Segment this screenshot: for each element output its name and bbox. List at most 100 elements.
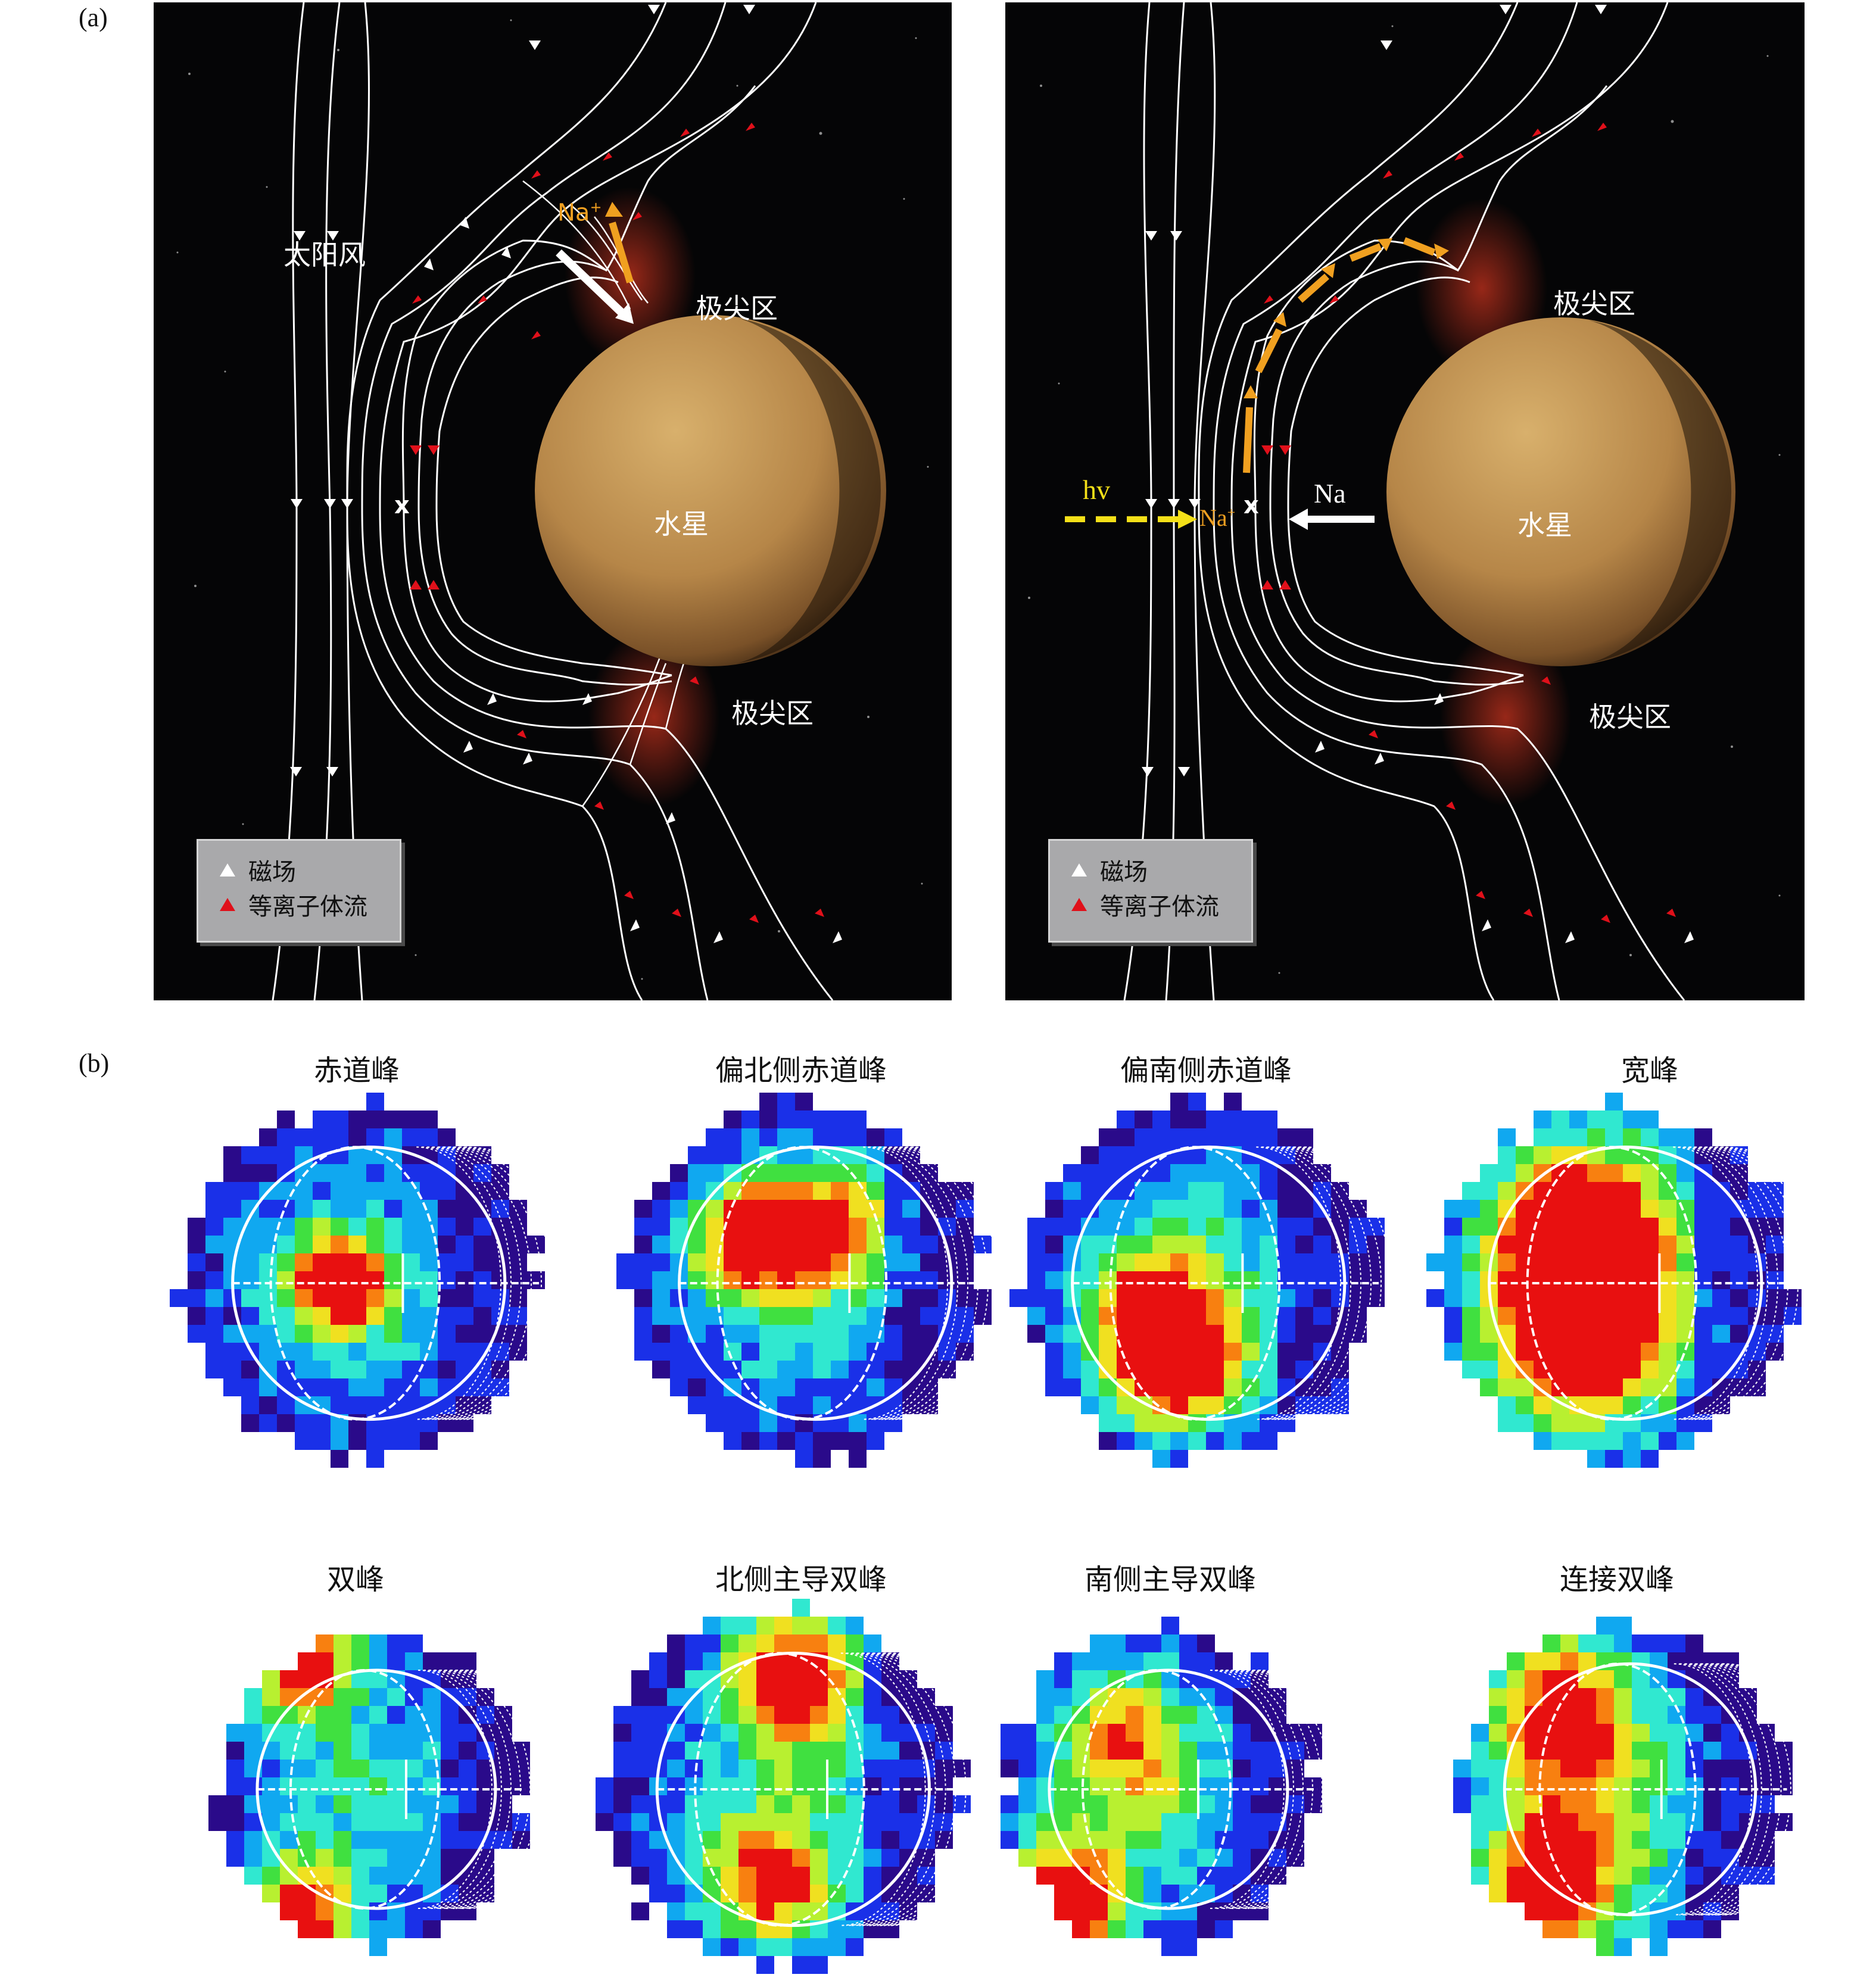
map-pixel — [884, 1325, 902, 1343]
map-pixel — [405, 1724, 423, 1742]
map-pixel — [1099, 1218, 1117, 1236]
map-pixel — [1703, 1920, 1721, 1938]
map-pixel — [387, 1742, 405, 1760]
map-pixel — [1641, 1128, 1659, 1146]
map-pixel — [1126, 1760, 1143, 1777]
map-pixel — [369, 1652, 387, 1670]
map-pixel — [721, 1724, 738, 1742]
map-pixel — [1623, 1253, 1641, 1271]
map-title-5: 双峰 — [326, 1563, 384, 1596]
map-pixel — [1108, 1849, 1126, 1867]
planet-label-left: 水星 — [654, 508, 709, 540]
map-pixel — [1578, 1742, 1596, 1760]
map-pixel — [1295, 1128, 1313, 1146]
map-pixel — [1001, 1795, 1018, 1813]
map-pixel — [188, 1289, 205, 1307]
map-pixel — [456, 1271, 473, 1289]
map-pixel — [1516, 1325, 1534, 1343]
map-pixel — [596, 1777, 613, 1795]
map-pixel — [366, 1325, 384, 1343]
map-pixel — [226, 1724, 244, 1742]
map-pixel — [1587, 1378, 1605, 1396]
map-pixel — [652, 1361, 670, 1378]
map-pixel — [1233, 1777, 1251, 1795]
map-pixel — [917, 1795, 935, 1813]
map-pixel — [1206, 1253, 1224, 1271]
map-pixel — [420, 1164, 438, 1182]
map-pixel — [1534, 1128, 1551, 1146]
map-pixel — [1260, 1307, 1277, 1325]
map-pixel — [1444, 1289, 1462, 1307]
map-pixel — [795, 1378, 813, 1396]
map-pixel — [1036, 1670, 1054, 1688]
map-pixel — [1784, 1307, 1802, 1325]
map-pixel — [667, 1652, 685, 1670]
map-pixel — [613, 1760, 631, 1777]
map-pixel — [241, 1271, 259, 1289]
map-pixel — [402, 1343, 420, 1361]
map-pixel — [1170, 1093, 1188, 1111]
map-pixel — [792, 1617, 810, 1634]
map-pixel — [1242, 1271, 1260, 1289]
map-pixel — [1135, 1128, 1152, 1146]
map-pixel — [828, 1849, 846, 1867]
map-pixel — [1641, 1236, 1659, 1253]
map-pixel — [1694, 1253, 1712, 1271]
map-pixel — [881, 1742, 899, 1760]
na-ion-transport-arrows — [1243, 237, 1436, 473]
map-pixel — [1161, 1617, 1179, 1634]
map-pixel — [313, 1218, 331, 1236]
map-pixel — [759, 1128, 777, 1146]
map-pixel — [226, 1849, 244, 1867]
map-pixel — [813, 1307, 831, 1325]
map-pixel — [884, 1414, 902, 1432]
map-pixel — [596, 1795, 613, 1813]
map-pixel — [1489, 1670, 1507, 1688]
map-pixel — [652, 1325, 670, 1343]
map-pixel — [813, 1200, 831, 1218]
map-pixel — [741, 1378, 759, 1396]
map-pixel — [849, 1128, 867, 1146]
map-pixel — [1668, 1652, 1685, 1670]
map-pixel — [1224, 1289, 1242, 1307]
map-pixel — [1587, 1361, 1605, 1378]
map-pixel — [277, 1325, 295, 1343]
map-pixel — [402, 1253, 420, 1271]
map-pixel — [1551, 1236, 1569, 1253]
map-pixel — [1233, 1724, 1251, 1742]
map-pixel — [759, 1182, 777, 1200]
map-pixel — [1161, 1777, 1179, 1795]
map-pixel — [846, 1634, 864, 1652]
map-pixel — [724, 1307, 741, 1325]
map-pixel — [402, 1432, 420, 1450]
map-pixel — [867, 1182, 884, 1200]
map-pixel — [1027, 1218, 1045, 1236]
map-pixel — [1072, 1652, 1090, 1670]
map-pixel — [423, 1867, 441, 1885]
map-pixel — [1277, 1182, 1295, 1200]
map-pixel — [795, 1271, 813, 1289]
map-pixel — [438, 1128, 456, 1146]
map-pixel — [1099, 1432, 1117, 1450]
map-pixel — [1072, 1885, 1090, 1902]
map-pixel — [813, 1450, 831, 1468]
map-pixel — [902, 1307, 920, 1325]
map-pixel — [846, 1885, 864, 1902]
map-pixel — [1587, 1450, 1605, 1468]
map-pixel — [1721, 1670, 1739, 1688]
map-pixel — [208, 1795, 226, 1813]
map-pixel — [867, 1128, 884, 1146]
map-pixel — [1197, 1634, 1215, 1652]
map-pixel — [420, 1128, 438, 1146]
map-pixel — [1251, 1760, 1269, 1777]
map-pixel — [1578, 1760, 1596, 1777]
map-pixel — [813, 1325, 831, 1343]
map-pixel — [1694, 1343, 1712, 1361]
map-pixel — [1489, 1724, 1507, 1742]
map-pixel — [1703, 1724, 1721, 1742]
map-pixel — [1560, 1688, 1578, 1706]
map-pixel — [1161, 1652, 1179, 1670]
map-pixel — [241, 1182, 259, 1200]
map-pixel — [1659, 1289, 1676, 1307]
map-pixel — [1251, 1724, 1269, 1742]
